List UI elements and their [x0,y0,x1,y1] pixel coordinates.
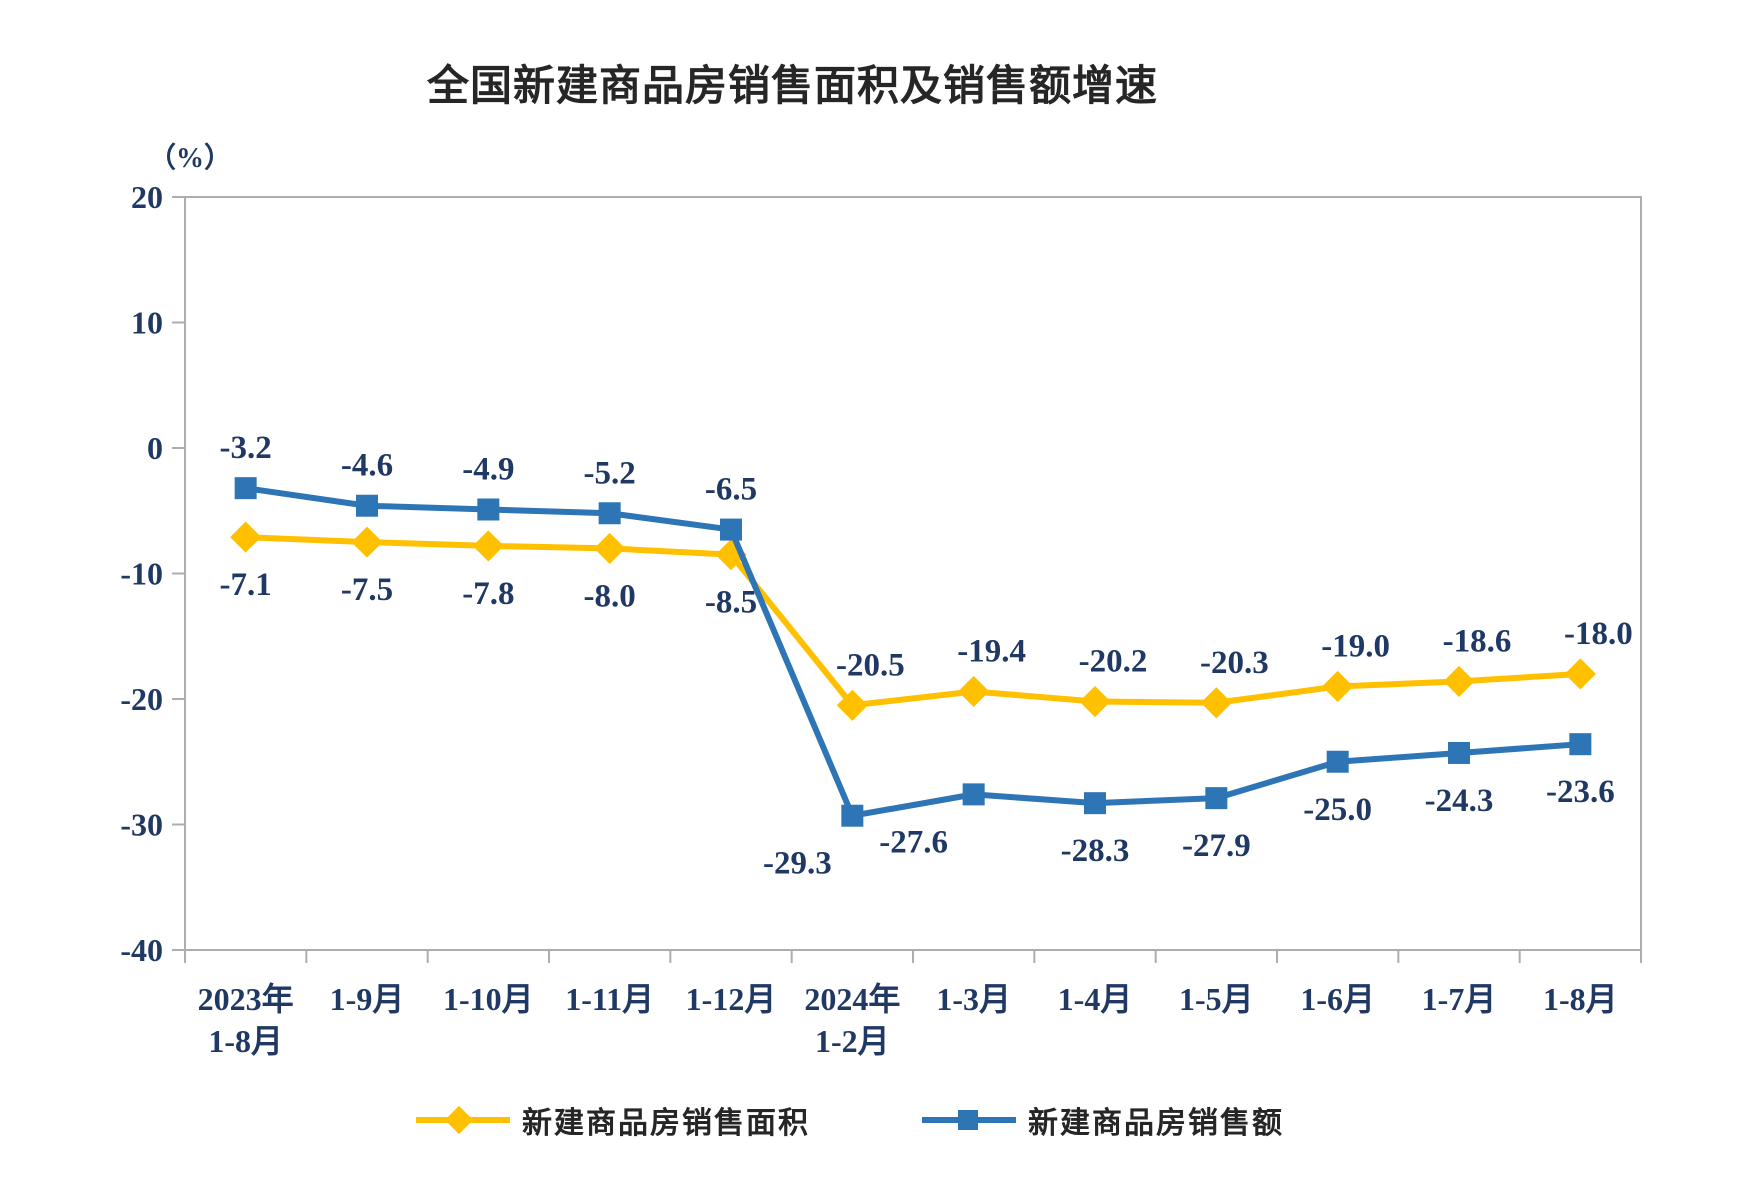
data-point-label: -7.1 [220,567,272,603]
data-point-label: -27.6 [879,824,948,860]
data-point-label: -24.3 [1425,783,1494,819]
sales-area-line-diamond-icon [416,1104,510,1136]
data-point-label: -5.2 [584,455,636,491]
data-point-label: -19.0 [1321,628,1390,664]
square-marker [1448,741,1470,764]
data-point-label: -25.0 [1303,792,1372,828]
diamond-marker [958,675,990,708]
data-point-label: -8.5 [705,585,757,621]
series-line [242,534,1584,709]
x-axis-category-label: 1-6月 [1300,981,1375,1017]
y-axis-tick-label: -20 [120,681,163,717]
chart-title: 全国新建商品房销售面积及销售额增速 [426,62,1158,109]
data-point-label: -7.5 [341,572,393,608]
diamond-marker [351,526,383,558]
data-point-label: -20.2 [1079,644,1148,680]
sales-amount-line-square-icon [922,1104,1016,1136]
data-point-label: -8.0 [584,578,636,614]
y-axis-tick-label: 10 [131,305,163,341]
y-axis-tick-label: -10 [120,556,163,592]
data-point-label: -7.8 [462,576,514,612]
square-marker [234,477,257,500]
series-line [242,485,1584,819]
x-axis-category-label: 1-12月 [686,981,777,1017]
legend-label-sales-area: 新建商品房销售面积 [522,1107,810,1140]
legend-item-sales-area: 新建商品房销售面积 [416,1098,810,1142]
data-point-label: -6.5 [705,472,757,508]
square-marker [1569,733,1592,756]
x-axis-category-label: 2023年 1-8月 [198,981,294,1059]
diamond-marker [230,521,262,553]
y-axis-tick-label: 0 [147,430,163,466]
legend-label-sales-amount: 新建商品房销售额 [1028,1107,1284,1140]
data-point-label: -3.2 [220,430,272,466]
x-axis-category-label: 1-11月 [565,981,654,1017]
square-marker [1205,787,1228,810]
x-axis-category-label: 1-5月 [1179,981,1254,1017]
x-axis-category-label: 1-4月 [1058,981,1133,1017]
data-point-label: -23.6 [1546,774,1615,810]
diamond-marker [1443,665,1475,697]
x-axis-category-label: 1-7月 [1422,981,1497,1017]
diamond-marker [472,530,504,562]
series-sales-amount: -3.2 -4.6 -4.9 -5.2 -6.5 -29.3 -27.6 -28.3 -27.9… [220,430,1615,882]
square-marker [1326,750,1349,773]
data-point-label: -20.3 [1200,645,1269,681]
data-point-label: -18.0 [1564,616,1633,652]
data-point-label: -4.6 [341,448,393,484]
square-marker [720,518,742,541]
data-point-label: -29.3 [763,846,832,882]
percent-axis-label: （%） [148,143,233,174]
x-axis-category-label: 2024年 1-2月 [804,981,900,1059]
data-point-label: -27.9 [1182,828,1251,864]
data-point-label: -20.5 [836,647,905,683]
x-axis: 2023年 1-8月 1-9月 1-10月 1-11月 1-12月 2024年 1-2月 1-3… [184,950,1642,1059]
square-marker [356,494,378,517]
data-point-label: -28.3 [1061,833,1130,869]
x-axis-category-label: 1-9月 [330,981,405,1017]
square-marker [841,804,864,827]
legend-item-sales-amount: 新建商品房销售额 [922,1098,1284,1142]
diamond-marker [1200,687,1232,719]
diamond-marker [1322,670,1354,703]
diamond-marker [1564,658,1596,690]
data-point-label: -18.6 [1443,623,1512,659]
x-axis-category-label: 1-10月 [443,981,534,1017]
legend: 新建商品房销售面积 新建商品房销售额 [0,1098,1700,1142]
diamond-marker [594,532,626,564]
x-axis-category-label: 1-8月 [1543,981,1618,1017]
square-marker [477,498,500,521]
data-point-label: -4.9 [462,451,514,487]
y-axis-tick-label: -30 [120,807,163,843]
square-marker [962,783,985,806]
square-marker [598,502,621,525]
series-sales-area: -7.1 -7.5 -7.8 -8.0 -8.5 -20.5 -19.4 -20.2 -20.3… [220,521,1633,721]
y-axis-tick-label: -40 [120,932,163,968]
data-point-label: -19.4 [957,633,1026,669]
y-axis: 20 10 0 -10 -20 -30 -40 [120,179,185,968]
square-marker [1084,792,1106,815]
diamond-marker [1079,685,1111,718]
y-axis-tick-label: 20 [131,179,163,215]
x-axis-category-label: 1-3月 [936,981,1011,1017]
